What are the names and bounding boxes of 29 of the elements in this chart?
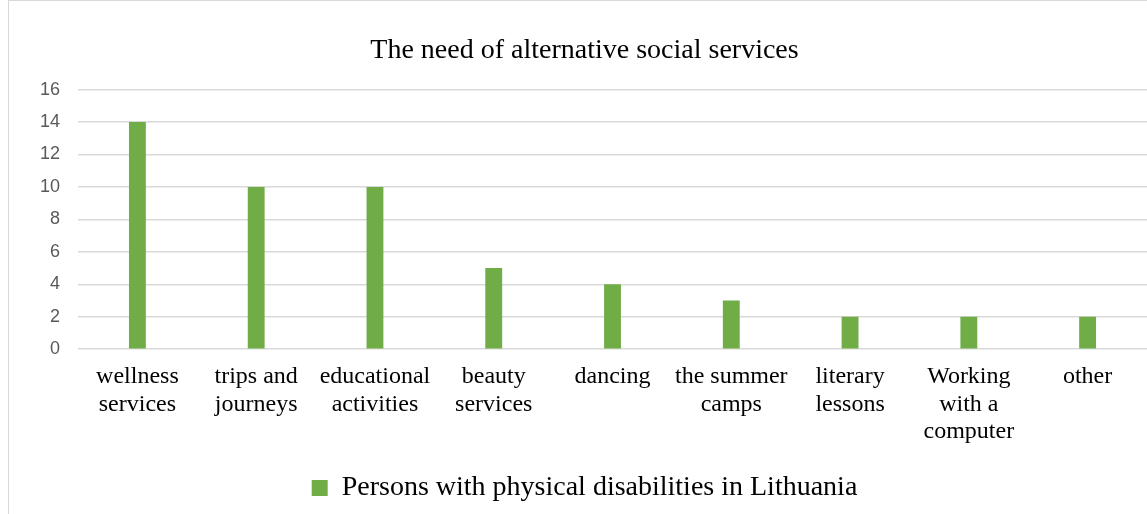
y-tick-label: 12 (39, 143, 61, 164)
y-tick-label: 6 (50, 240, 61, 261)
y-tick-label: 0 (50, 338, 61, 359)
y-tick-label: 10 (39, 175, 61, 196)
x-tick-label: educational activities (319, 362, 431, 416)
x-tick-label: trips and journeys (213, 362, 298, 416)
x-tick-label: wellness services (96, 362, 179, 416)
legend-label: Persons with physical disabilities in Lithuania (341, 470, 858, 502)
y-tick-label: 4 (50, 273, 61, 294)
y-tick-label: 2 (50, 305, 61, 326)
bar (128, 122, 146, 349)
bar (722, 300, 740, 349)
x-tick-label: Working with a computer (923, 362, 1015, 444)
bar (604, 284, 621, 349)
bar (960, 316, 978, 349)
bar (1079, 316, 1097, 349)
x-tick-label: beauty services (455, 362, 533, 416)
x-tick-label: the summer camps (674, 362, 788, 416)
chart-title: The need of alternative social services (370, 33, 799, 65)
y-tick-label: 14 (39, 111, 61, 132)
bar (366, 186, 384, 349)
y-tick-label: 16 (39, 78, 61, 99)
x-tick-label: literary lessons (815, 362, 885, 416)
bar (485, 268, 503, 349)
y-tick-label: 8 (50, 208, 61, 229)
bar (247, 186, 265, 349)
bar (841, 316, 859, 349)
x-tick-label: other (1062, 362, 1113, 389)
x-tick-label: dancing (574, 362, 651, 389)
